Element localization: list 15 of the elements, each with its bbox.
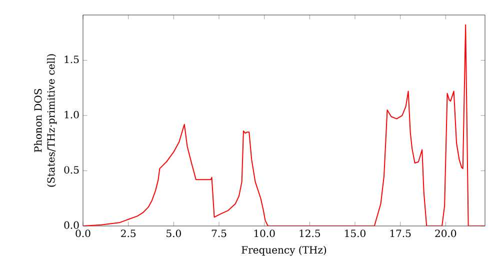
y-tick-label: 0.0 — [64, 221, 79, 229]
y-tick-label: 1.5 — [64, 56, 79, 64]
x-tick-label: 5.0 — [166, 230, 181, 238]
x-tick-label: 20.0 — [435, 230, 456, 238]
y-tick-label: 1.0 — [64, 110, 79, 118]
y-axis-title: Phonon DOS (States/THz·primitive cell) — [34, 54, 57, 187]
x-tick-label: 2.5 — [121, 230, 136, 238]
x-tick-label: 15.0 — [345, 230, 366, 238]
x-axis-title: Frequency (THz) — [242, 246, 326, 256]
x-tick-label: 0.0 — [76, 230, 90, 238]
x-tick-label: 7.5 — [212, 230, 226, 238]
x-tick-label: 17.5 — [390, 230, 411, 238]
y-tick-label: 0.5 — [64, 166, 79, 174]
x-tick-label: 12.5 — [300, 230, 320, 238]
x-tick-label: 10.0 — [254, 230, 275, 238]
